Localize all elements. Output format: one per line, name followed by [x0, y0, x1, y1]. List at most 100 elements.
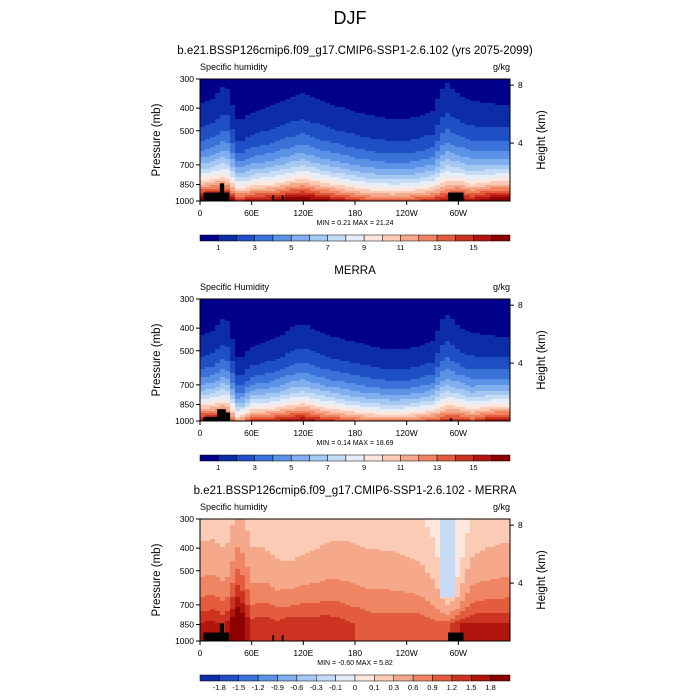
colorbar-label: 0.6 — [408, 683, 418, 692]
colorbar-swatch — [382, 234, 401, 242]
missing-data-region — [217, 409, 226, 421]
colorbar-swatch — [418, 234, 438, 242]
colorbar-swatch — [491, 234, 511, 242]
colorbar-swatch — [412, 674, 433, 682]
colorbar-swatch — [254, 234, 274, 242]
colorbar-swatch — [272, 234, 292, 242]
x-tick-label: 180 — [348, 648, 362, 658]
min-max-stats: MIN = 0.14 MAX = 18.69 — [316, 440, 393, 447]
colorbar-swatch — [354, 674, 375, 682]
y2-tick-label: 4 — [518, 138, 523, 148]
missing-data-region — [272, 195, 275, 201]
colorbar-label: 0 — [353, 683, 357, 692]
y-axis-label: Pressure (mb) — [151, 543, 163, 616]
panel-units-label: g/kg — [493, 62, 510, 72]
y-tick-label: 1000 — [175, 416, 194, 426]
missing-data-region — [281, 195, 284, 201]
colorbar-swatch — [345, 234, 365, 242]
y-tick-label: 400 — [180, 323, 194, 333]
panel-variable-label: Specific humidity — [200, 502, 268, 512]
missing-data-region — [448, 632, 464, 641]
panel-variable-label: Specific Humidity — [200, 282, 270, 292]
colorbar-label: 0.1 — [369, 683, 379, 692]
colorbar-swatch — [335, 674, 356, 682]
colorbar-swatch — [455, 234, 474, 242]
panel-variable-label: Specific humidity — [200, 62, 268, 72]
colorbar-label: 9 — [362, 243, 366, 252]
colorbar-swatch — [236, 454, 255, 462]
colorbar-label: 5 — [289, 463, 293, 472]
y-tick-label: 700 — [180, 600, 194, 610]
y2-axis-label: Height (km) — [536, 330, 548, 390]
y-tick-label: 500 — [180, 346, 194, 356]
y-tick-label: 850 — [180, 620, 194, 630]
colorbar-label: 15 — [469, 243, 477, 252]
colorbar-swatch — [272, 454, 292, 462]
colorbar-swatch — [254, 454, 274, 462]
y-tick-label: 500 — [180, 126, 194, 136]
colorbar-swatch — [238, 674, 259, 682]
colorbar-label: 3 — [253, 463, 257, 472]
colorbar-label: -1.2 — [252, 683, 265, 692]
y-tick-label: 300 — [180, 74, 194, 84]
y-tick-label: 400 — [180, 103, 194, 113]
colorbar-swatch — [436, 234, 456, 242]
field-raster — [200, 519, 511, 642]
x-tick-label: 0 — [198, 648, 203, 658]
colorbar-swatch — [490, 674, 511, 682]
x-tick-label: 120E — [293, 648, 313, 658]
colorbar-swatch — [345, 454, 365, 462]
x-tick-label: 0 — [198, 428, 203, 438]
y2-tick-label: 8 — [518, 300, 523, 310]
colorbar-swatch — [400, 454, 420, 462]
x-tick-label: 180 — [348, 208, 362, 218]
colorbar-label: 3 — [253, 243, 257, 252]
colorbar-swatch — [316, 674, 336, 682]
colorbar-label: 1 — [216, 243, 220, 252]
missing-data-region — [203, 192, 230, 201]
panel-units-label: g/kg — [493, 502, 510, 512]
colorbar-label: 1.2 — [447, 683, 457, 692]
missing-data-region — [219, 623, 225, 641]
min-max-stats: MIN = 0.21 MAX = 21.24 — [316, 220, 393, 227]
colorbar-label: 11 — [397, 463, 405, 472]
missing-data-region — [203, 632, 230, 641]
colorbar-label: 0.9 — [427, 683, 437, 692]
colorbar-swatch — [199, 234, 219, 242]
y-tick-label: 850 — [180, 180, 194, 190]
colorbar-swatch — [219, 674, 239, 682]
x-tick-label: 60E — [244, 208, 259, 218]
missing-data-region — [203, 416, 225, 421]
colorbar-swatch — [309, 234, 328, 242]
field-raster — [200, 79, 511, 202]
colorbar-swatch — [290, 454, 310, 462]
colorbar-swatch — [199, 454, 219, 462]
colorbar-swatch — [296, 674, 317, 682]
colorbar-label: 15 — [469, 463, 477, 472]
x-tick-label: 60W — [450, 648, 467, 658]
colorbar-label: -1.5 — [232, 683, 245, 692]
colorbar-swatch — [257, 674, 278, 682]
colorbar-swatch — [418, 454, 438, 462]
y-tick-label: 1000 — [175, 636, 194, 646]
colorbar-swatch — [400, 234, 420, 242]
colorbar: 1 3 5 7 9 11 13 15 — [199, 234, 511, 252]
panel-title: b.e21.BSSP126cmip6.f09_g17.CMIP6-SSP1-2.… — [177, 45, 533, 57]
colorbar-swatch — [491, 454, 511, 462]
colorbar-swatch — [217, 454, 237, 462]
x-tick-label: 180 — [348, 428, 362, 438]
y-tick-label: 850 — [180, 400, 194, 410]
colorbar-swatch — [432, 674, 453, 682]
missing-data-region — [449, 418, 453, 421]
missing-data-region — [219, 183, 225, 201]
colorbar-label: -1.8 — [213, 683, 226, 692]
colorbar-label: -0.9 — [271, 683, 284, 692]
colorbar-swatch — [473, 234, 493, 242]
x-tick-label: 60W — [450, 208, 467, 218]
y-tick-label: 700 — [180, 380, 194, 390]
colorbar-swatch — [471, 674, 491, 682]
y2-tick-label: 8 — [518, 80, 523, 90]
colorbar-label: 11 — [397, 243, 405, 252]
colorbar-swatch — [363, 454, 383, 462]
